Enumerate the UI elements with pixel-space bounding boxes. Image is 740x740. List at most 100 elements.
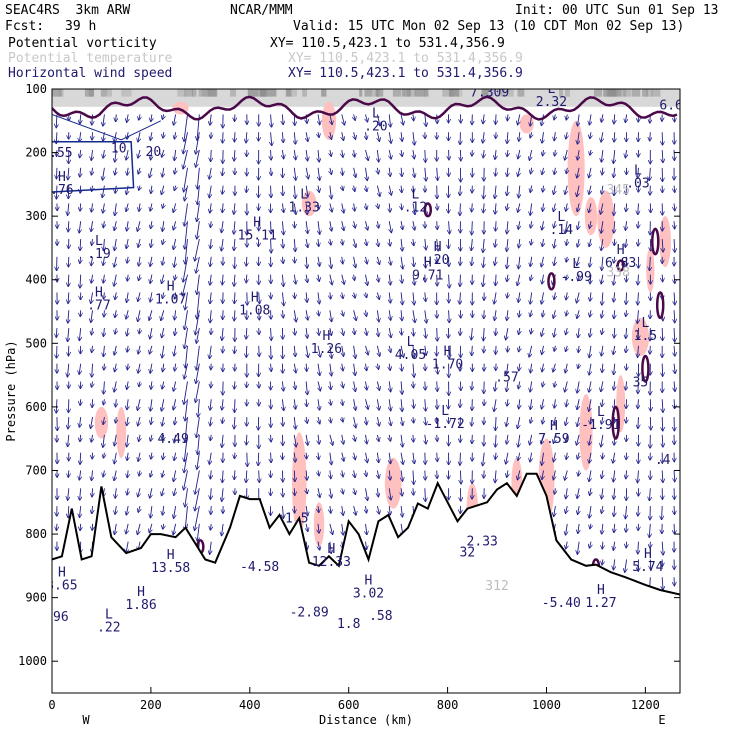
extremum-value: 1.70	[432, 358, 463, 373]
wind-vector	[104, 310, 105, 316]
tropopause-streak	[52, 89, 63, 97]
wind-vector	[175, 274, 176, 280]
wind-vector	[282, 506, 283, 518]
wind-vector	[162, 381, 164, 388]
wind-vector	[437, 167, 438, 180]
wind-vector	[638, 345, 639, 357]
extremum-marker: L	[641, 316, 649, 331]
wind-vector	[115, 203, 117, 215]
wind-vector	[366, 132, 367, 139]
wind-vector	[389, 327, 391, 337]
wind-vector	[601, 381, 603, 391]
wind-vector	[590, 417, 591, 424]
wind-vector	[103, 239, 104, 250]
wind-vector	[342, 149, 343, 157]
wind-vector	[306, 345, 308, 357]
wind-vector	[496, 328, 497, 335]
wind-vector	[115, 363, 117, 372]
wind-vector	[425, 167, 426, 181]
tropopause-streak	[84, 89, 95, 97]
wind-vector	[389, 185, 391, 195]
wind-vector	[601, 434, 603, 447]
wind-vector	[530, 292, 532, 303]
wind-vector	[530, 203, 531, 215]
wind-vector	[294, 434, 296, 447]
wind-vector	[282, 132, 283, 142]
wind-vector	[589, 203, 591, 212]
wind-vector	[306, 132, 308, 141]
x-tick-label: 600	[338, 698, 360, 712]
wind-vector	[91, 256, 92, 266]
tropopause-streak	[507, 89, 514, 97]
extremum-value: .57	[495, 370, 518, 385]
wind-vector	[79, 470, 80, 479]
wind-vector	[306, 203, 307, 214]
wind-vector	[483, 239, 484, 252]
wind-vector	[162, 221, 163, 231]
wind-vector	[221, 221, 223, 232]
wind-vector	[68, 310, 69, 323]
wind-vector	[149, 167, 151, 178]
wind-vector	[79, 132, 80, 142]
y-tick-label: 700	[25, 463, 47, 477]
wind-vector	[318, 256, 320, 266]
wind-vector	[425, 328, 426, 338]
wind-vector	[518, 203, 520, 212]
wind-vector	[517, 470, 519, 479]
wind-vector	[389, 132, 391, 143]
wind-vector	[472, 256, 473, 265]
wind-vector	[342, 327, 344, 335]
wind-vector	[425, 310, 427, 323]
wind-vector	[271, 452, 272, 463]
theta-label: 312	[485, 579, 508, 594]
tropopause-streak	[285, 89, 292, 97]
extremum-value: .20	[426, 253, 449, 268]
wind-vector	[184, 327, 188, 348]
wind-vector	[566, 505, 568, 513]
tropopause-streak	[414, 89, 425, 97]
wind-vector	[354, 470, 355, 477]
wind-vector	[330, 452, 332, 465]
wind-vector	[589, 345, 591, 358]
wind-vector	[541, 256, 543, 267]
x-tick-label: 1200	[631, 698, 660, 712]
wind-vector	[195, 238, 200, 261]
wind-vector	[318, 345, 320, 357]
wind-vector	[366, 488, 368, 500]
wind-vector	[471, 239, 472, 250]
wind-vector	[175, 417, 176, 424]
wind-vector	[330, 274, 332, 285]
wind-vector	[518, 292, 519, 302]
wind-vector	[566, 292, 567, 299]
wind-vector	[401, 185, 402, 193]
wind-vector	[195, 470, 200, 493]
wind-vector	[662, 541, 663, 555]
wind-vector	[626, 203, 627, 211]
wind-vector	[115, 327, 116, 334]
wind-vector	[354, 221, 356, 228]
y-tick-label: 400	[25, 273, 47, 287]
wind-vector	[577, 132, 579, 144]
tropopause-streak	[376, 89, 384, 97]
wind-vector	[626, 328, 627, 338]
wind-vector	[294, 292, 295, 298]
extremum-value: 5.74	[632, 560, 663, 575]
wind-vector	[389, 416, 391, 425]
wind-vector	[637, 310, 638, 323]
wind-vector	[210, 256, 211, 266]
wind-vector	[68, 292, 69, 303]
wind-vector	[210, 292, 211, 303]
wind-vector	[471, 328, 472, 340]
wind-vector	[185, 292, 188, 309]
wind-vector	[554, 132, 555, 140]
wind-vector	[282, 149, 283, 159]
wind-vector	[282, 399, 283, 410]
extremum-value: 2.33	[467, 534, 498, 549]
wind-vector	[198, 399, 199, 416]
wind-vector	[554, 381, 555, 386]
wind-vector	[530, 132, 531, 137]
extremum-value: .77	[87, 299, 110, 314]
wind-vector	[483, 452, 485, 466]
wind-vector	[495, 381, 496, 390]
pv-contour-loop	[616, 259, 625, 272]
